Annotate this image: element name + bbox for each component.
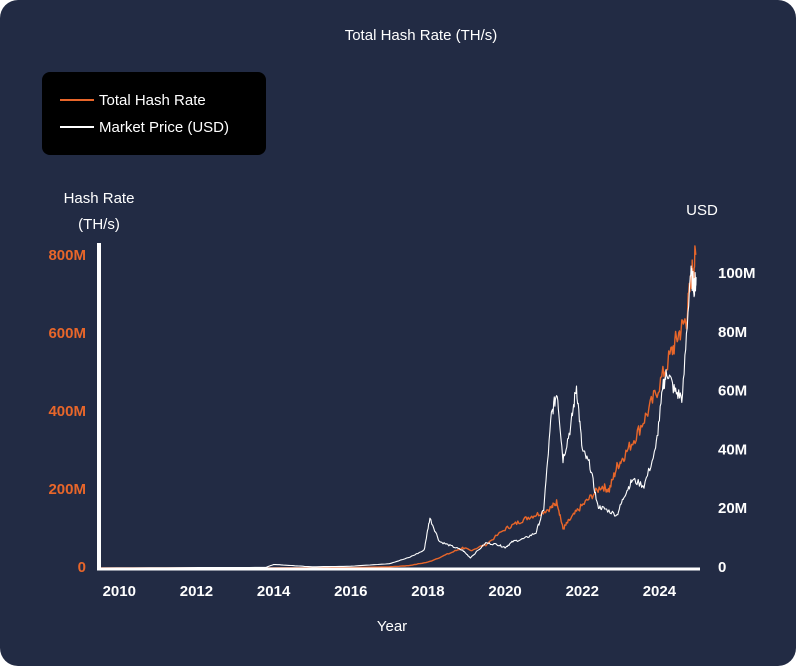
y-left-tick-label: 400M bbox=[48, 403, 86, 420]
y-left-tick-label: 0 bbox=[78, 559, 86, 576]
y-right-tick-label: 60M bbox=[718, 383, 747, 400]
y-left-tick-label: 200M bbox=[48, 481, 86, 498]
legend-entry-hash-rate: Total Hash Rate bbox=[60, 90, 206, 110]
y-axis-left-title: Hash Rate (TH/s) bbox=[44, 186, 154, 238]
x-tick-label: 2020 bbox=[488, 583, 521, 600]
legend-label-hash-rate: Total Hash Rate bbox=[99, 91, 206, 109]
y-right-tick-label: 80M bbox=[718, 324, 747, 341]
legend: Total Hash Rate Market Price (USD) bbox=[42, 72, 266, 155]
chart-title: Total Hash Rate (TH/s) bbox=[344, 27, 498, 44]
x-tick-label: 2012 bbox=[180, 583, 213, 600]
y-right-tick-label: 100M bbox=[718, 265, 756, 282]
x-tick-label: 2022 bbox=[566, 583, 599, 600]
x-tick-label: 2010 bbox=[103, 583, 136, 600]
y-left-tick-label: 600M bbox=[48, 325, 86, 342]
series-line-market-price bbox=[99, 265, 697, 569]
y-right-tick-label: 20M bbox=[718, 500, 747, 517]
y-right-tick-label: 0 bbox=[718, 559, 726, 576]
legend-entry-market-price: Market Price (USD) bbox=[60, 117, 229, 137]
y-axis-right-title: USD bbox=[686, 202, 718, 219]
x-axis-title: Year bbox=[376, 618, 408, 635]
x-tick-label: 2024 bbox=[643, 583, 677, 600]
x-tick-label: 2014 bbox=[257, 583, 291, 600]
y-right-tick-label: 40M bbox=[718, 441, 747, 458]
y-axis-left-title-line1: Hash Rate bbox=[63, 190, 135, 207]
series-line-hash-rate bbox=[100, 245, 697, 569]
legend-swatch-hash-rate bbox=[60, 99, 94, 101]
x-tick-label: 2018 bbox=[411, 583, 444, 600]
y-left-tick-label: 800M bbox=[48, 247, 86, 264]
legend-swatch-market-price bbox=[60, 126, 94, 128]
x-tick-label: 2016 bbox=[334, 583, 367, 600]
legend-label-market-price: Market Price (USD) bbox=[99, 118, 230, 136]
y-axis-left-title-line2: (TH/s) bbox=[78, 216, 120, 233]
